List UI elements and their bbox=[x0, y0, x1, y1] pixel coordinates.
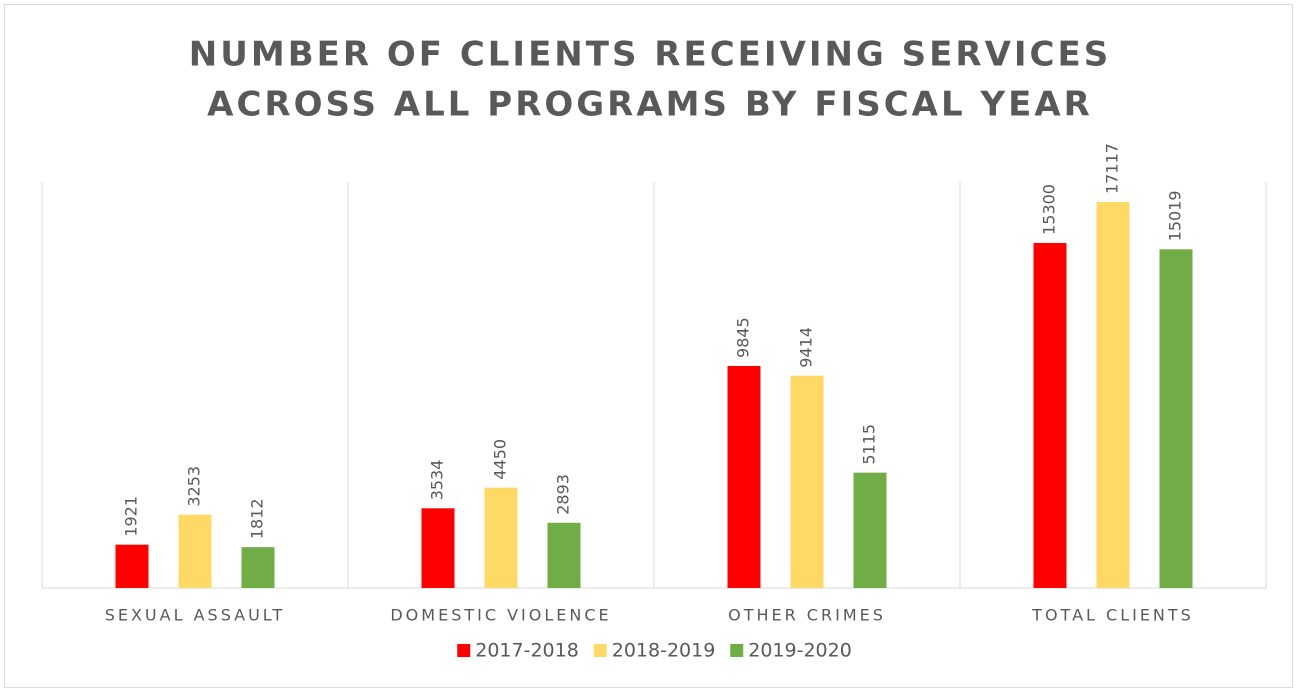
bar bbox=[547, 522, 581, 588]
bar bbox=[790, 375, 824, 588]
data-label: 9845 bbox=[734, 317, 753, 358]
data-label: 5115 bbox=[860, 424, 879, 465]
bar bbox=[1033, 242, 1067, 588]
legend-swatch bbox=[593, 644, 607, 657]
data-label: 15300 bbox=[1040, 184, 1059, 235]
bar bbox=[853, 472, 887, 588]
data-label: 3253 bbox=[185, 466, 204, 507]
data-label: 1812 bbox=[248, 498, 267, 539]
legend-swatch bbox=[457, 644, 471, 657]
chart-title: NUMBER OF CLIENTS RECEIVING SERVICES bbox=[189, 35, 1111, 75]
chart-border bbox=[4, 4, 1293, 688]
bar bbox=[1159, 249, 1193, 588]
data-label: 15019 bbox=[1166, 190, 1185, 241]
data-label: 2893 bbox=[554, 474, 573, 515]
data-label: 17117 bbox=[1103, 143, 1122, 194]
legend-swatch bbox=[730, 644, 744, 657]
x-tick-label: OTHER CRIMES bbox=[728, 606, 886, 625]
bar bbox=[115, 544, 149, 588]
bar bbox=[241, 547, 275, 588]
chart-title: ACROSS ALL PROGRAMS BY FISCAL YEAR bbox=[207, 85, 1093, 125]
bar bbox=[484, 487, 518, 588]
bar bbox=[421, 508, 455, 588]
legend-label: 2017-2018 bbox=[475, 640, 579, 662]
data-label: 1921 bbox=[122, 496, 141, 537]
bar bbox=[727, 365, 761, 588]
x-tick-label: DOMESTIC VIOLENCE bbox=[390, 606, 611, 625]
bar bbox=[178, 514, 212, 588]
legend-label: 2019-2020 bbox=[748, 640, 852, 662]
legend-label: 2018-2019 bbox=[612, 640, 716, 662]
x-tick-label: SEXUAL ASSAULT bbox=[105, 606, 286, 625]
data-label: 4450 bbox=[491, 439, 510, 480]
data-label: 9414 bbox=[797, 327, 816, 368]
x-tick-label: TOTAL CLIENTS bbox=[1031, 606, 1194, 625]
bar bbox=[1096, 202, 1130, 588]
data-label: 3534 bbox=[428, 460, 447, 501]
